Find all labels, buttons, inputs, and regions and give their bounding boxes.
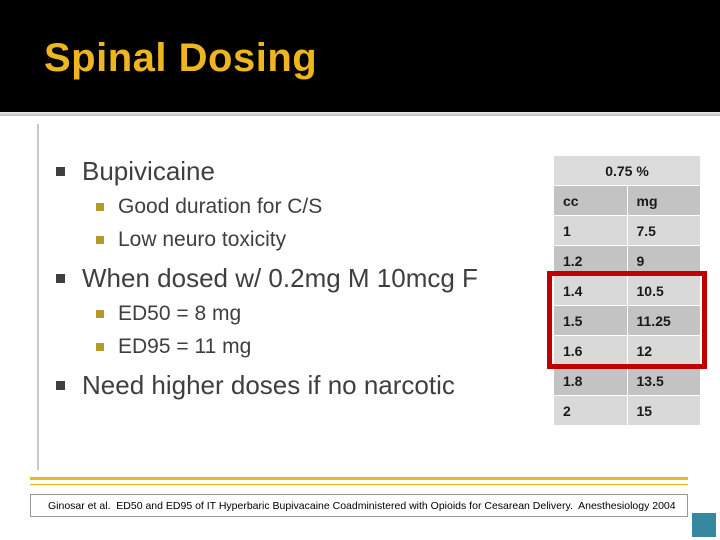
table-cell: 1: [553, 215, 628, 246]
title-banner: Spinal Dosing: [0, 0, 720, 112]
table-row: 1.8 13.5: [553, 365, 701, 396]
dosing-table: 0.75 % cc mg 1 7.5 1.2 9 1.4 10.5 1.5 11.25 1.6 12 1.…: [547, 155, 707, 426]
slide-title: Spinal Dosing: [44, 36, 318, 80]
bullet-text: ED95 = 11 mg: [118, 335, 252, 358]
table-cell: 12: [626, 335, 701, 366]
bullet-square-icon: [56, 273, 65, 283]
bullet-item: Good duration for C/S: [96, 193, 536, 220]
table-row: 1.2 9: [553, 245, 701, 276]
table-column-header: mg: [626, 185, 701, 216]
table-header-row: cc mg: [553, 185, 701, 216]
table-cell: 13.5: [626, 365, 701, 396]
bullet-item: Need higher doses if no narcotic: [56, 369, 536, 401]
table-cell: 1.4: [553, 275, 628, 306]
table-row: 1 7.5: [553, 215, 701, 246]
table-row: 1.4 10.5: [553, 275, 701, 306]
bullet-square-icon: [56, 380, 65, 390]
bullet-square-icon: [56, 166, 65, 176]
bullet-list: Bupivicaine Good duration for C/S Low neur…: [56, 146, 536, 407]
table-cell: 7.5: [626, 215, 701, 246]
bullet-text: Bupivicaine: [82, 156, 215, 186]
table-cell: 1.6: [553, 335, 628, 366]
table-row: 1.6 12: [553, 335, 701, 366]
table-cell: 1.5: [553, 305, 628, 336]
table-cell: 11.25: [626, 305, 701, 336]
bullet-text: When dosed w/ 0.2mg M 10mcg F: [82, 263, 478, 293]
bullet-square-icon: [96, 202, 104, 211]
bullet-item: ED95 = 11 mg: [96, 333, 536, 360]
bullet-square-icon: [96, 342, 104, 351]
table-cell: 1.8: [553, 365, 628, 396]
table-column-header: cc: [553, 185, 628, 216]
banner-divider: [0, 112, 720, 116]
table-cell: 2: [553, 395, 628, 426]
table-row: 2 15: [553, 395, 701, 426]
corner-decoration: [692, 513, 716, 537]
bullet-item: ED50 = 8 mg: [96, 300, 536, 327]
bullet-text: Good duration for C/S: [118, 195, 323, 218]
bullet-item: Low neuro toxicity: [96, 226, 536, 253]
bullet-square-icon: [96, 309, 104, 318]
bullet-text: ED50 = 8 mg: [118, 302, 242, 325]
table-cell: 1.2: [553, 245, 628, 276]
table-cell: 15: [626, 395, 701, 426]
bullet-text: Low neuro toxicity: [118, 228, 287, 251]
table-title-row: 0.75 %: [553, 155, 701, 186]
bullet-item: When dosed w/ 0.2mg M 10mcg F: [56, 262, 536, 294]
footer-citation: Ginosar et al. ED50 and ED95 of IT Hyper…: [30, 494, 688, 517]
table-title-cell: 0.75 %: [553, 155, 701, 186]
table-row: 1.5 11.25: [553, 305, 701, 336]
footer-gold-line-thin: [30, 484, 688, 485]
bullet-text: Need higher doses if no narcotic: [82, 370, 455, 400]
left-vertical-divider: [37, 124, 39, 470]
bullet-item: Bupivicaine: [56, 155, 536, 187]
footer-gold-line-thick: [30, 477, 688, 480]
dosing-table-grid: 0.75 % cc mg 1 7.5 1.2 9 1.4 10.5 1.5 11.25 1.6 12 1.…: [553, 155, 701, 426]
table-cell: 9: [626, 245, 701, 276]
table-cell: 10.5: [626, 275, 701, 306]
bullet-square-icon: [96, 235, 104, 244]
